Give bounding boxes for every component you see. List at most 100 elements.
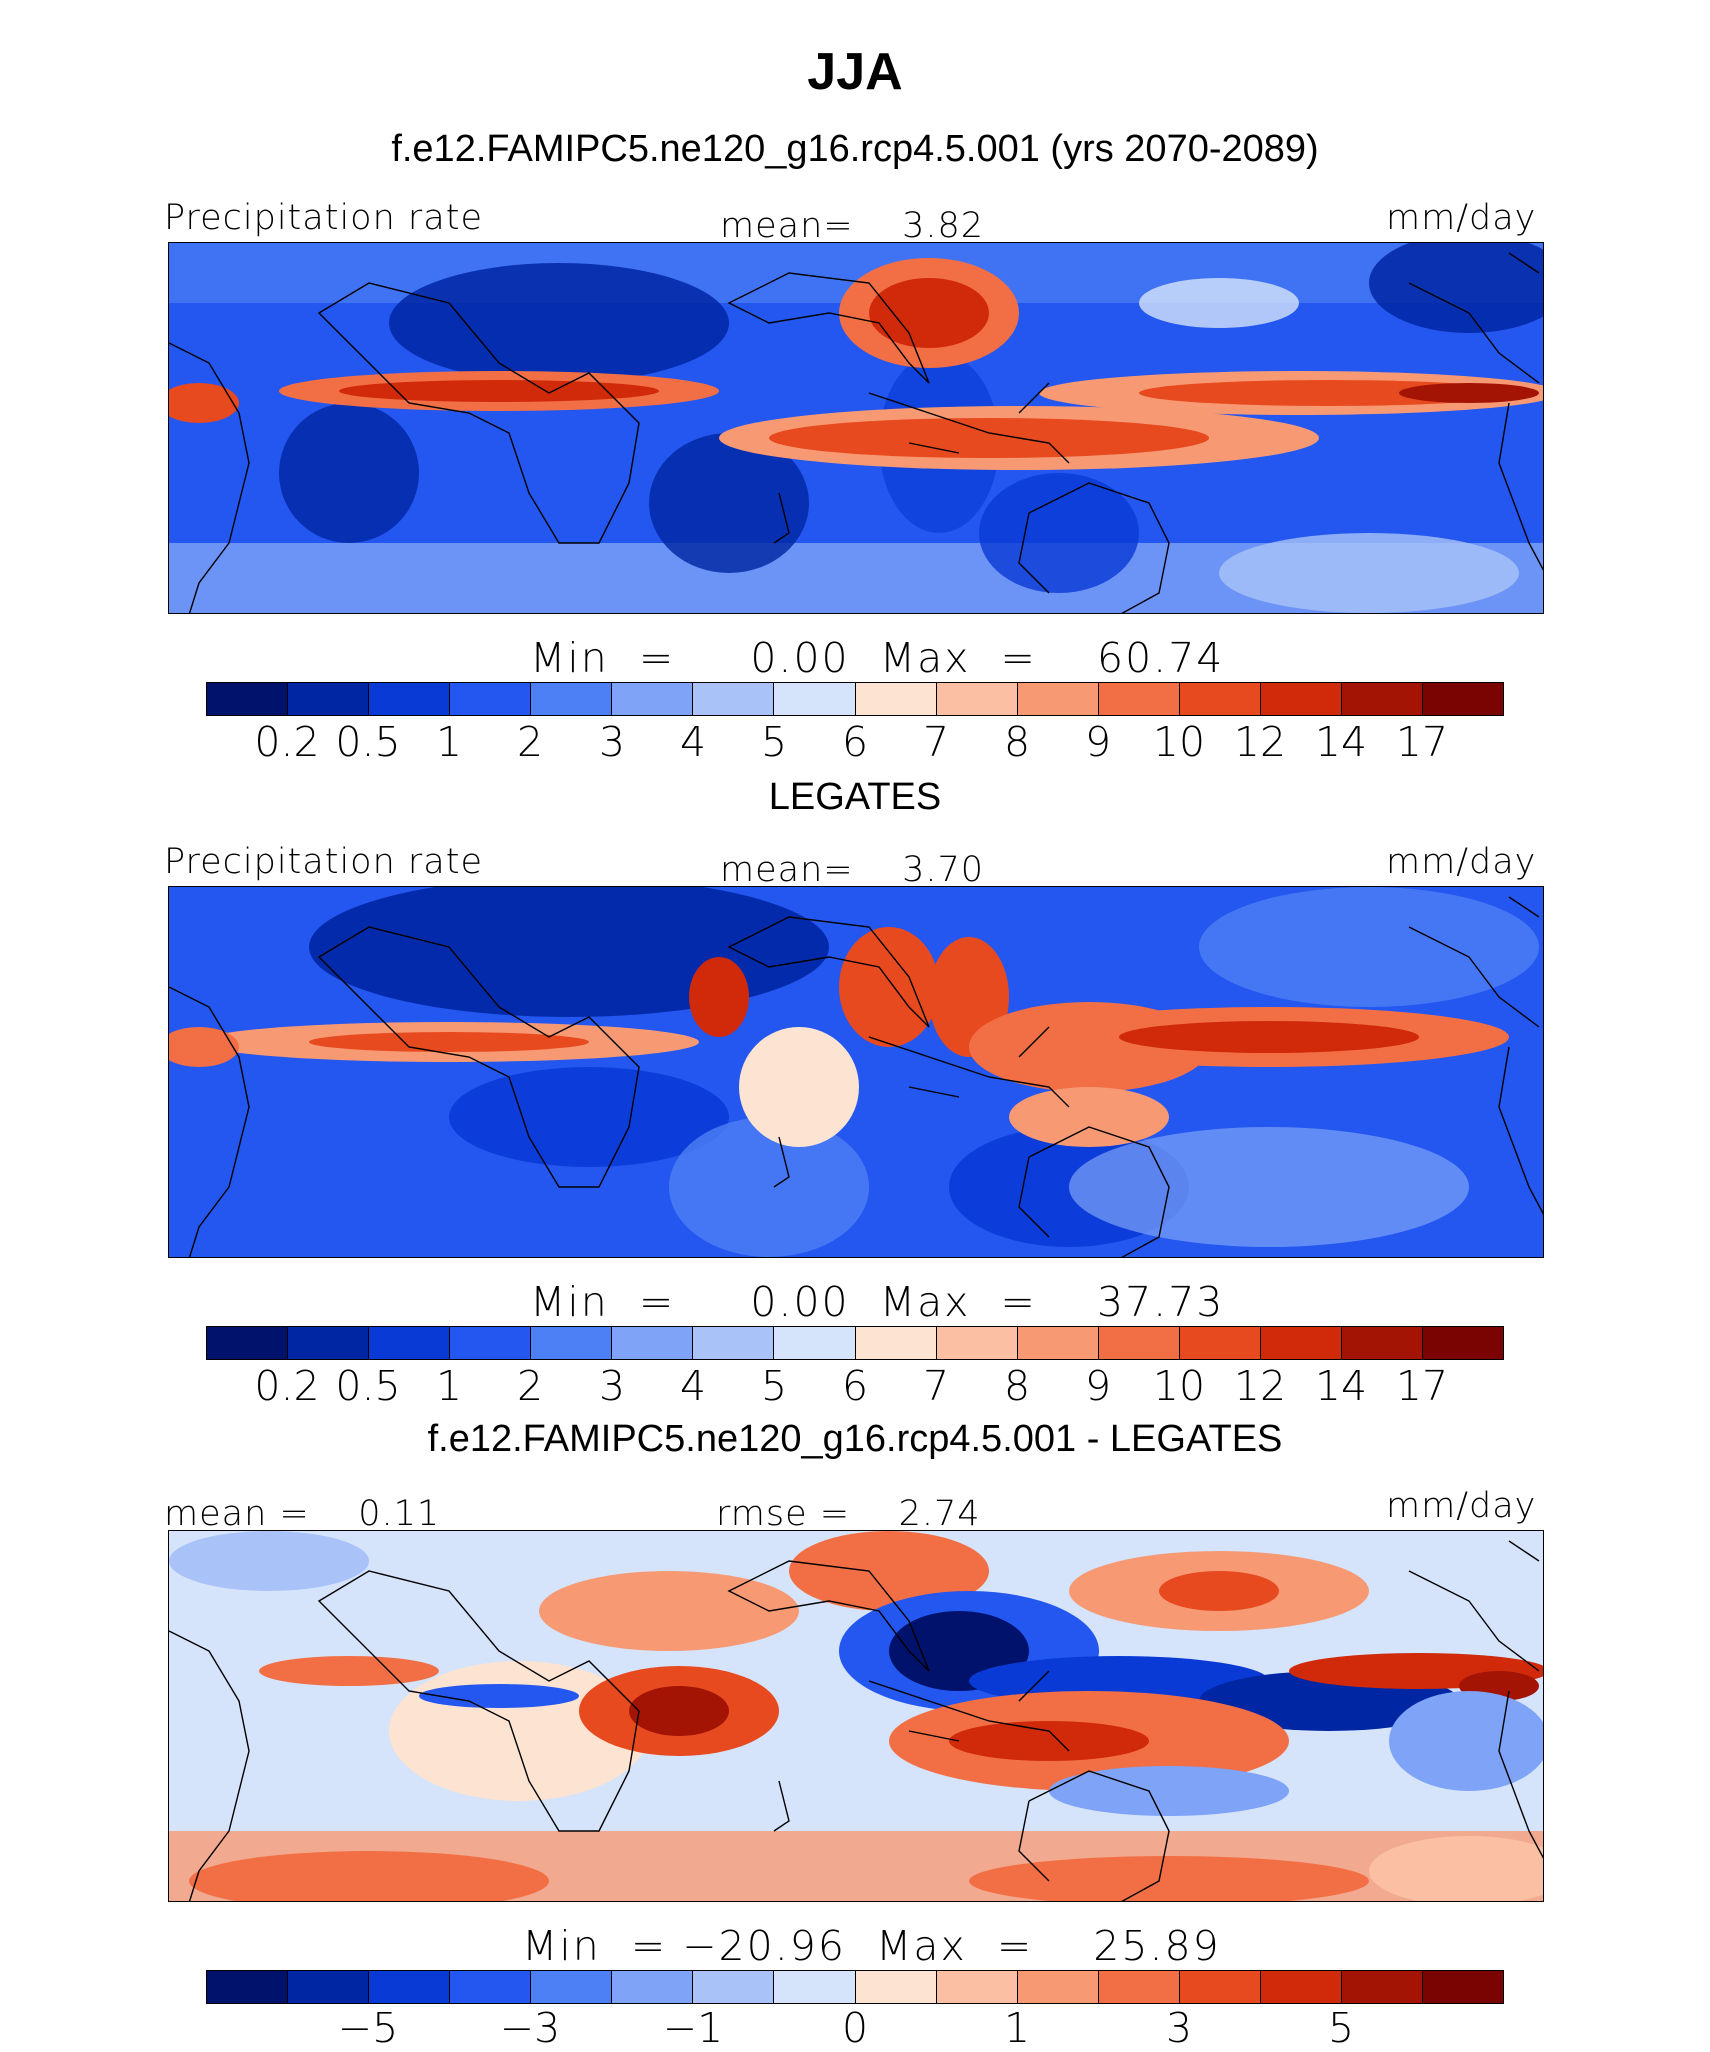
colorbar-segment: [936, 1971, 1018, 2003]
colorbar-segment: [855, 1971, 937, 2003]
colorbar-tick: 9: [1084, 718, 1112, 766]
colorbar-tick: 8: [1003, 1362, 1031, 1410]
colorbar-tick: −3: [499, 2004, 561, 2052]
colorbar-segment: [855, 683, 937, 715]
panel3-colorbar-ticks: −5 −3 −1 0 1 3 5: [0, 2004, 1710, 2052]
panel2-colorbar: [206, 1326, 1504, 1360]
panel2-units-label: mm/day: [1386, 842, 1537, 882]
panel3-mean-label: mean = 0.11: [164, 1494, 441, 1534]
colorbar-tick: 9: [1084, 1362, 1112, 1410]
colorbar-segment: [693, 683, 775, 715]
panel1-map-field: [169, 243, 1543, 613]
colorbar-tick: 4: [679, 1362, 707, 1410]
panel1-map: [168, 242, 1544, 614]
colorbar-segment: [207, 1971, 289, 2003]
colorbar-segment: [774, 683, 856, 715]
colorbar-segment: [531, 1327, 613, 1359]
colorbar-tick: 0: [841, 2004, 869, 2052]
colorbar-tick: 6: [841, 1362, 869, 1410]
colorbar-segment: [369, 1327, 451, 1359]
colorbar-tick: 5: [760, 1362, 788, 1410]
panel3-map-field: [169, 1531, 1543, 1901]
panel3-rmse-label: rmse = 2.74: [716, 1494, 981, 1534]
colorbar-tick: 3: [598, 1362, 626, 1410]
colorbar-tick: 12: [1233, 718, 1287, 766]
figure-title: JJA: [807, 43, 903, 101]
panel3-section-title: f.e12.FAMIPC5.ne120_g16.rcp4.5.001 - LEG…: [427, 1418, 1283, 1460]
colorbar-tick: 5: [1327, 2004, 1355, 2052]
colorbar-tick: 0.5: [335, 1362, 401, 1410]
colorbar-segment: [450, 683, 532, 715]
colorbar-tick: 1: [435, 718, 463, 766]
colorbar-segment: [450, 1971, 532, 2003]
colorbar-tick: 10: [1152, 718, 1206, 766]
colorbar-tick: −5: [337, 2004, 399, 2052]
colorbar-segment: [1179, 1971, 1261, 2003]
colorbar-tick: 12: [1233, 1362, 1287, 1410]
colorbar-tick: 10: [1152, 1362, 1206, 1410]
colorbar-segment: [1341, 1971, 1423, 2003]
colorbar-segment: [1017, 683, 1099, 715]
panel2-mean-label: mean= 3.70: [720, 850, 985, 890]
colorbar-segment: [1179, 1327, 1261, 1359]
colorbar-tick: 7: [922, 1362, 950, 1410]
colorbar-segment: [1098, 1327, 1180, 1359]
colorbar-tick: 8: [1003, 718, 1031, 766]
colorbar-tick: −1: [662, 2004, 724, 2052]
colorbar-segment: [693, 1971, 775, 2003]
colorbar-segment: [207, 1327, 289, 1359]
colorbar-segment: [1341, 1327, 1423, 1359]
colorbar-tick: 17: [1395, 1362, 1449, 1410]
colorbar-segment: [693, 1327, 775, 1359]
colorbar-segment: [1260, 1327, 1342, 1359]
panel1-mean-label: mean= 3.82: [720, 206, 985, 246]
colorbar-segment: [207, 683, 289, 715]
panel2-map: [168, 886, 1544, 1258]
panel3-units-label: mm/day: [1386, 1486, 1537, 1526]
colorbar-segment: [1422, 1971, 1503, 2003]
colorbar-tick: 3: [1165, 2004, 1193, 2052]
colorbar-tick: 0.5: [335, 718, 401, 766]
colorbar-tick: 5: [760, 718, 788, 766]
colorbar-segment: [369, 683, 451, 715]
colorbar-tick: 17: [1395, 718, 1449, 766]
colorbar-tick: 6: [841, 718, 869, 766]
panel2-section-title: LEGATES: [768, 776, 942, 818]
colorbar-segment: [612, 1971, 694, 2003]
panel2-map-field: [169, 887, 1543, 1257]
colorbar-segment: [612, 1327, 694, 1359]
colorbar-segment: [855, 1327, 937, 1359]
panel3-map: [168, 1530, 1544, 1902]
panel1-variable-label: Precipitation rate: [164, 198, 483, 238]
colorbar-segment: [288, 1327, 370, 1359]
colorbar-tick: 0.2: [254, 718, 320, 766]
colorbar-segment: [936, 1327, 1018, 1359]
colorbar-segment: [1179, 683, 1261, 715]
colorbar-tick: 2: [516, 1362, 544, 1410]
panel1-units-label: mm/day: [1386, 198, 1537, 238]
panel2-variable-label: Precipitation rate: [164, 842, 483, 882]
colorbar-tick: 1: [1003, 2004, 1031, 2052]
figure-subtitle: f.e12.FAMIPC5.ne120_g16.rcp4.5.001 (yrs …: [391, 128, 1319, 170]
colorbar-segment: [1260, 1971, 1342, 2003]
colorbar-segment: [1098, 683, 1180, 715]
colorbar-segment: [531, 683, 613, 715]
colorbar-tick: 4: [679, 718, 707, 766]
panel3-minmax: Min = −20.96 Max = 25.89: [522, 1922, 1221, 1970]
colorbar-tick: 1: [435, 1362, 463, 1410]
panel1-colorbar-ticks: 0.2 0.5 1 2 3 4 5 6 7 8 9 10 12 14 17: [0, 718, 1710, 768]
colorbar-tick: 14: [1314, 718, 1368, 766]
colorbar-segment: [612, 683, 694, 715]
colorbar-segment: [531, 1971, 613, 2003]
colorbar-tick: 3: [598, 718, 626, 766]
panel1-colorbar: [206, 682, 1504, 716]
colorbar-segment: [774, 1971, 856, 2003]
colorbar-tick: 0.2: [254, 1362, 320, 1410]
colorbar-segment: [1422, 1327, 1503, 1359]
colorbar-segment: [774, 1327, 856, 1359]
colorbar-segment: [450, 1327, 532, 1359]
panel2-minmax: Min = 0.00 Max = 37.73: [530, 1278, 1225, 1326]
colorbar-segment: [1017, 1971, 1099, 2003]
colorbar-segment: [1017, 1327, 1099, 1359]
colorbar-segment: [1098, 1971, 1180, 2003]
